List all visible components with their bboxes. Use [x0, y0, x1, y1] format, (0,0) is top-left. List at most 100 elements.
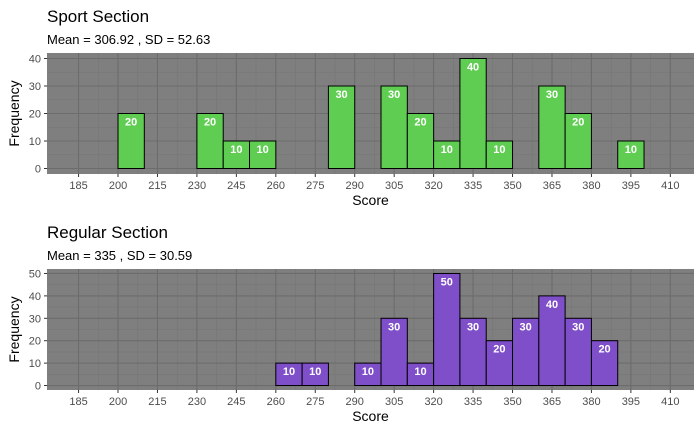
sport-bar-label: 10 [625, 144, 637, 156]
regular-histogram-bar [433, 272, 461, 387]
regular-x-axis-title: Score [352, 408, 389, 424]
regular-bar-label: 10 [283, 366, 295, 378]
sport-bar-label: 10 [257, 144, 269, 156]
sport-x-tick-label: 410 [661, 180, 679, 192]
sport-x-tick-label: 395 [622, 180, 640, 192]
regular-x-tick-label: 230 [188, 396, 206, 408]
regular-chart-title: Regular Section [47, 223, 168, 242]
regular-histogram-bar [538, 295, 566, 387]
sport-y-tick-label: 10 [29, 136, 41, 148]
sport-bar-label: 20 [414, 117, 426, 129]
sport-histogram-bar [564, 113, 592, 169]
regular-x-tick-label: 335 [464, 396, 482, 408]
regular-y-axis-title: Frequency [6, 296, 22, 362]
regular-y-tick-label: 0 [35, 381, 41, 393]
sport-x-tick-label: 350 [503, 180, 521, 192]
regular-bar-label: 20 [493, 344, 505, 356]
sport-x-tick-label: 365 [543, 180, 561, 192]
regular-bar-label: 30 [572, 321, 584, 333]
sport-histogram-bar [327, 85, 356, 169]
sport-histogram-bar [249, 140, 277, 169]
sport-histogram-bar [117, 113, 145, 169]
sport-histogram-bar [222, 140, 251, 169]
regular-x-ticks: 185 200 215 230 245 260 275 290 305 320 335 350 365 3… [69, 390, 680, 408]
regular-x-tick-label: 245 [227, 396, 245, 408]
sport-bar-label: 30 [546, 89, 558, 101]
regular-bar-label: 10 [414, 366, 426, 378]
sport-y-ticks: 0 10 20 30 40 [29, 54, 47, 176]
sport-x-tick-label: 245 [227, 180, 245, 192]
regular-bar-label: 40 [546, 299, 558, 311]
regular-y-tick-label: 10 [29, 358, 41, 370]
sport-bar-label: 30 [335, 89, 347, 101]
regular-histogram-bar [512, 317, 540, 387]
regular-y-tick-label: 20 [29, 336, 41, 348]
regular-bar-label: 30 [388, 321, 400, 333]
sport-histogram-bar [485, 140, 514, 169]
regular-x-tick-label: 185 [69, 396, 87, 408]
sport-y-tick-label: 0 [35, 164, 41, 176]
regular-histogram-bar [564, 317, 592, 387]
regular-bar-label: 10 [362, 366, 374, 378]
regular-y-ticks: 0 10 20 30 40 50 [29, 268, 47, 393]
regular-x-tick-label: 275 [306, 396, 324, 408]
regular-x-tick-label: 290 [346, 396, 364, 408]
regular-bars: 10 10 10 30 10 50 30 20 30 40 30 20 [275, 272, 619, 387]
sport-bars: 20 20 10 10 30 30 20 10 40 10 30 20 10 [117, 58, 645, 169]
sport-histogram-bar [196, 113, 224, 169]
regular-x-tick-label: 260 [267, 396, 285, 408]
regular-x-tick-label: 365 [543, 396, 561, 408]
sport-x-tick-label: 200 [109, 180, 127, 192]
sport-y-tick-label: 20 [29, 109, 41, 121]
sport-bar-label: 10 [441, 144, 453, 156]
regular-bar-label: 30 [520, 321, 532, 333]
sport-x-tick-label: 320 [424, 180, 442, 192]
sport-x-tick-label: 290 [346, 180, 364, 192]
regular-x-tick-label: 200 [109, 396, 127, 408]
sport-bar-label: 40 [467, 62, 479, 74]
sport-x-tick-label: 260 [267, 180, 285, 192]
sport-y-tick-label: 40 [29, 54, 41, 66]
regular-y-tick-label: 30 [29, 313, 41, 325]
regular-section-chart: Regular Section Mean = 335 , SD = 30.59 … [6, 223, 694, 424]
sport-bar-label: 10 [493, 144, 505, 156]
regular-bar-label: 30 [467, 321, 479, 333]
regular-x-tick-label: 320 [424, 396, 442, 408]
sport-bar-label: 20 [125, 117, 137, 129]
sport-x-tick-label: 185 [69, 180, 87, 192]
sport-histogram-bar [459, 58, 487, 169]
regular-x-tick-label: 395 [622, 396, 640, 408]
regular-y-tick-label: 50 [29, 268, 41, 280]
regular-histogram-bar [380, 317, 408, 387]
regular-bar-label: 10 [309, 366, 321, 378]
regular-x-tick-label: 410 [661, 396, 679, 408]
sport-bar-label: 20 [204, 117, 216, 129]
regular-x-tick-label: 305 [385, 396, 403, 408]
sport-histogram-bar [380, 85, 408, 169]
sport-x-tick-label: 215 [148, 180, 166, 192]
sport-section-chart: Sport Section Mean = 306.92 , SD = 52.63… [6, 7, 694, 208]
regular-bar-label: 50 [441, 276, 453, 288]
sport-histogram-bar [617, 140, 645, 169]
sport-x-tick-label: 230 [188, 180, 206, 192]
sport-y-tick-label: 30 [29, 81, 41, 93]
sport-x-tick-label: 380 [582, 180, 600, 192]
sport-chart-subtitle: Mean = 306.92 , SD = 52.63 [47, 32, 210, 47]
sport-histogram-bar [406, 113, 435, 169]
regular-x-tick-label: 215 [148, 396, 166, 408]
sport-x-tick-label: 305 [385, 180, 403, 192]
regular-x-tick-label: 350 [503, 396, 521, 408]
sport-histogram-bar [433, 140, 461, 169]
sport-x-tick-label: 275 [306, 180, 324, 192]
regular-histogram-bar [301, 362, 329, 387]
sport-chart-title: Sport Section [47, 7, 149, 26]
regular-chart-subtitle: Mean = 335 , SD = 30.59 [47, 248, 192, 263]
regular-histogram-bar [459, 317, 487, 387]
sport-bar-label: 30 [388, 89, 400, 101]
sport-x-axis-title: Score [352, 192, 389, 208]
sport-y-axis-title: Frequency [6, 80, 22, 146]
sport-bar-label: 10 [230, 144, 242, 156]
regular-x-tick-label: 380 [582, 396, 600, 408]
sport-x-ticks: 185 200 215 230 245 260 275 290 305 320 335 350 365 3… [69, 174, 680, 192]
